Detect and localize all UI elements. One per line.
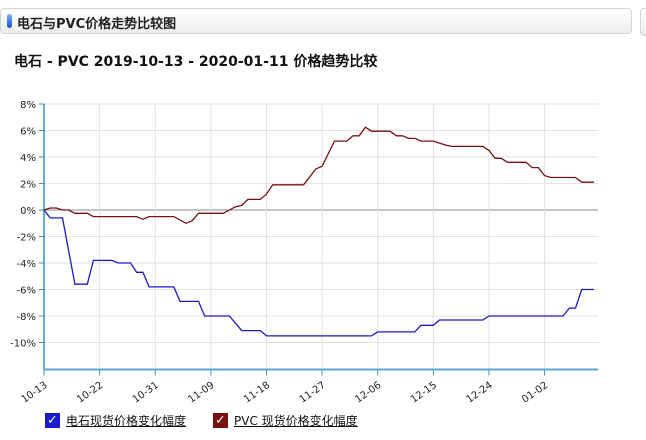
y-tick-label: -2% [17,233,36,244]
x-tick-label: 10-13 [20,380,50,406]
y-tick-label: 2% [20,180,36,191]
x-tick-label: 12-24 [465,380,495,406]
series-line-pvc [43,126,594,225]
y-tick-label: -8% [17,312,36,323]
checkbox-checked-icon[interactable]: ✓ [45,413,60,428]
y-tick-label: 8% [20,100,36,111]
x-tick-label: 10-22 [75,380,105,406]
x-tick-label: 01-02 [520,380,550,406]
chart-title: 电石 - PVC 2019-10-13 - 2020-01-11 价格趋势比较 [14,54,378,70]
panel-title: 电石与PVC价格走势比较图 [17,17,177,32]
legend-label[interactable]: PVC 现货价格变化幅度 [234,414,358,428]
x-tick-label: 12-06 [353,380,383,406]
legend-item-pvc[interactable]: ✓ PVC 现货价格变化幅度 [213,412,358,429]
x-tick-label: 10-31 [131,380,161,406]
panel-marker-icon [7,14,12,28]
y-tick-label: 0% [20,206,36,217]
legend-label[interactable]: 电石现货价格变化幅度 [66,414,187,428]
x-tick-label: 11-09 [186,380,216,406]
y-tick-label: 6% [20,127,36,138]
x-tick-label: 11-18 [242,380,272,406]
x-tick-label: 11-27 [298,380,328,406]
y-tick-label: -6% [17,286,36,297]
chart-panel-header: 电石与PVC价格走势比较图 [0,8,632,34]
side-panel-edge [640,8,646,36]
x-tick-label: 12-15 [409,380,439,406]
legend-item-carbide[interactable]: ✓ 电石现货价格变化幅度 [45,412,186,429]
y-tick-label: -4% [17,259,36,270]
checkbox-checked-icon[interactable]: ✓ [213,413,228,428]
y-tick-label: -10% [10,339,36,350]
series-line-carbide [43,209,594,337]
y-tick-label: 4% [20,153,36,164]
